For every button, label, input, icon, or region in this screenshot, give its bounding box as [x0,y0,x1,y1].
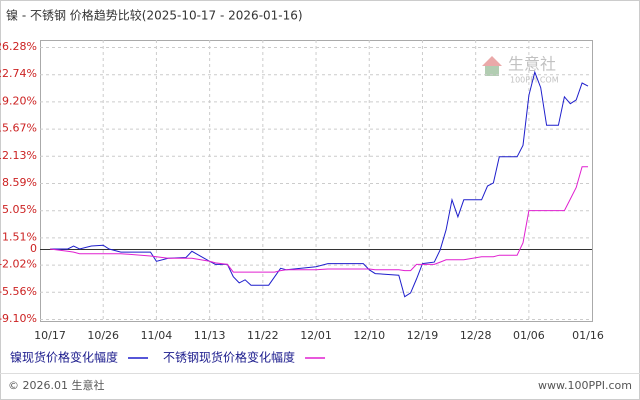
y-tick-label: 26.28% [0,40,37,53]
legend-label: 镍现货价格变化幅度 [10,350,118,365]
watermark-icon [482,56,502,66]
y-tick-label: 0 [30,242,37,255]
x-tick-label: 12/10 [353,329,385,342]
watermark-text: 生意社 [508,55,556,74]
x-tick-label: 12/01 [300,329,332,342]
y-tick-label: 15.67% [0,122,37,135]
y-tick-label: 5.05% [2,203,37,216]
y-tick-label: -2.02% [0,258,37,271]
watermark-icon [485,66,499,76]
y-tick-label: 22.74% [0,67,37,80]
x-tick-label: 01/16 [572,329,604,342]
y-tick-label: -5.56% [0,285,37,298]
data-line [49,166,588,273]
watermark: 生意社 100PPI.COM [482,55,559,85]
data-line [50,70,589,298]
watermark-text: 100PPI.COM [510,76,559,85]
x-tick-label: 12/19 [407,329,439,342]
legend-label: 不锈钢现货价格变化幅度 [163,350,295,365]
y-tick-label: 1.51% [2,230,37,243]
x-tick-label: 12/28 [460,329,492,342]
x-tick-label: 01/06 [513,329,545,342]
x-tick-label: 11/13 [194,329,226,342]
footer-site: www.100PPI.com [538,379,632,392]
y-tick-label: 8.59% [2,176,37,189]
y-tick-label: 19.20% [0,94,37,107]
x-tick-label: 11/04 [141,329,173,342]
x-tick-label: 10/17 [34,329,66,342]
x-tick-label: 10/26 [87,329,119,342]
x-tick-label: 11/22 [247,329,279,342]
chart-title: 镍 - 不锈钢 价格趋势比较(2025-10-17 - 2026-01-16) [6,8,303,23]
y-tick-label: -9.10% [0,312,37,325]
footer-copyright: © 2026.01 生意社 [8,378,104,392]
y-tick-label: 12.13% [0,149,37,162]
